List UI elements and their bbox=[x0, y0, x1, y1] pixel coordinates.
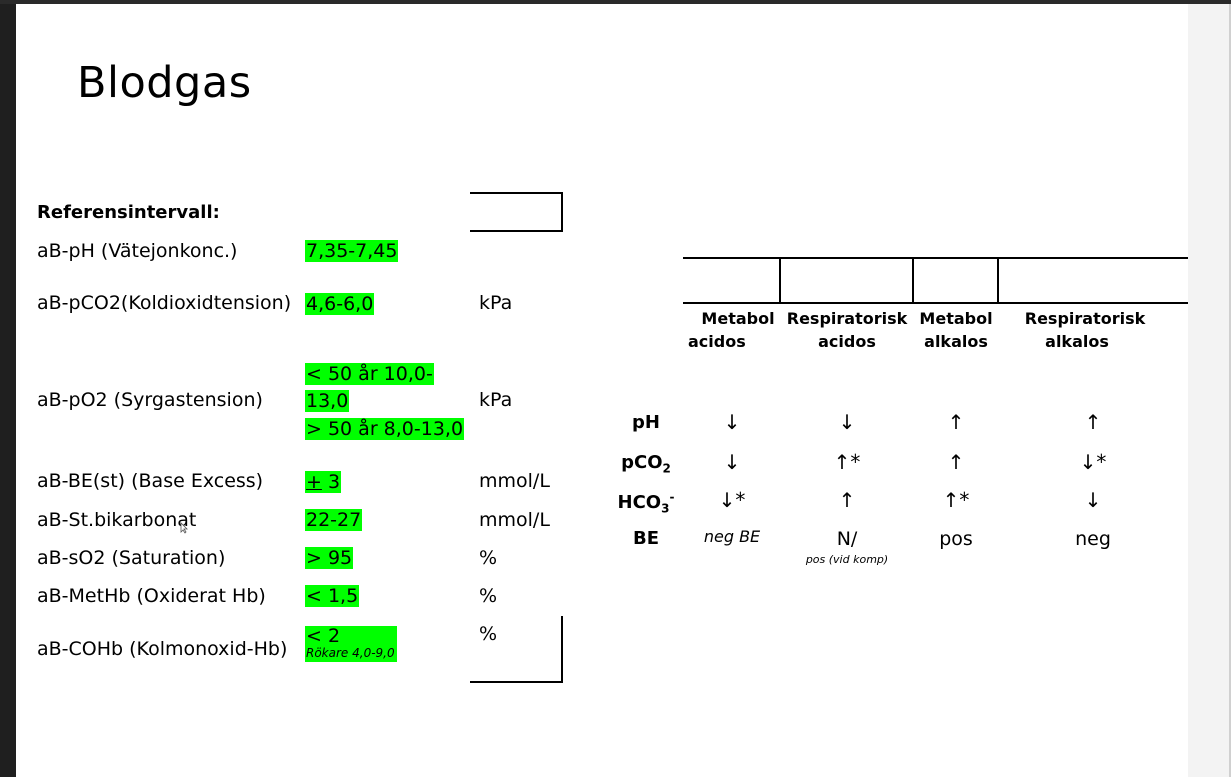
ref-label-so2: aB-sO2 (Saturation) bbox=[37, 547, 226, 569]
table-divider-1 bbox=[779, 257, 781, 304]
ref-label-ph: aB-pH (Vätejonkonc.) bbox=[37, 240, 238, 262]
ref-unit-po2: kPa bbox=[479, 389, 513, 411]
ref-label-bicarbonate: aB-St.bikarbonat bbox=[37, 509, 197, 531]
cell-pco2-respiratory-acidosis: ↑* bbox=[833, 450, 861, 474]
ref-unit-so2: % bbox=[479, 547, 498, 569]
ref-value-po2-line1: < 50 år 10,0- bbox=[305, 363, 434, 385]
cell-hco3-metabolic-acidosis: ↓* bbox=[718, 488, 746, 512]
column-header-metabolic-acidosis: Metabol acidos bbox=[688, 309, 775, 351]
table-divider-2 bbox=[912, 257, 914, 304]
ref-unit-pco2: kPa bbox=[479, 292, 513, 314]
pane-divider[interactable] bbox=[1229, 4, 1231, 777]
box-bottom-line-lower bbox=[470, 681, 563, 683]
column-header-respiratory-alkalosis: Respiratorisk alkalos bbox=[1024, 309, 1146, 351]
cell-be-metabolic-acidosis: neg BE bbox=[703, 527, 761, 546]
cell-pco2-respiratory-alkalosis: ↓* bbox=[1079, 450, 1107, 474]
table-bottom-line bbox=[683, 302, 1188, 304]
cell-ph-metabolic-alkalosis: ↑ bbox=[947, 410, 965, 434]
ref-unit-cohb: % bbox=[479, 623, 498, 645]
cell-hco3-respiratory-alkalosis: ↓ bbox=[1084, 488, 1102, 512]
box-bottom-line bbox=[470, 230, 563, 232]
mouse-cursor-icon bbox=[180, 522, 188, 534]
cell-pco2-metabolic-acidosis: ↓ bbox=[723, 450, 741, 474]
ref-value-cohb: < 2 bbox=[306, 625, 341, 647]
row-label-pco2: pCO2 bbox=[621, 452, 671, 476]
table-top-line bbox=[683, 257, 1188, 259]
ref-value-po2-line3: > 50 år 8,0-13,0 bbox=[305, 418, 465, 440]
column-header-respiratory-acidosis: Respiratorisk acidos bbox=[786, 309, 908, 351]
ref-value-cohb-box: < 2 Rökare 4,0-9,0 bbox=[305, 626, 397, 662]
cell-be-respiratory-acidosis-note: pos (vid komp) bbox=[805, 553, 889, 566]
ref-value-be-number: 3 bbox=[321, 471, 341, 493]
ref-value-be: + 3 bbox=[305, 471, 342, 493]
ref-label-be: aB-BE(st) (Base Excess) bbox=[37, 470, 264, 492]
ref-value-methb: < 1,5 bbox=[305, 585, 360, 607]
ref-value-pco2: 4,6-6,0 bbox=[305, 293, 375, 315]
box-right-line bbox=[561, 192, 563, 232]
row-label-hco3: HCO3- bbox=[617, 490, 675, 516]
ref-value-bicarbonate: 22-27 bbox=[305, 509, 363, 531]
ref-value-ph: 7,35-7,45 bbox=[305, 240, 399, 262]
row-label-ph: pH bbox=[632, 412, 660, 433]
ref-unit-methb: % bbox=[479, 585, 498, 607]
ref-label-po2: aB-pO2 (Syrgastension) bbox=[37, 389, 263, 411]
ref-value-po2-line2: 13,0 bbox=[305, 390, 350, 412]
cell-ph-respiratory-alkalosis: ↑ bbox=[1084, 410, 1102, 434]
cell-pco2-metabolic-alkalosis: ↑ bbox=[947, 450, 965, 474]
table-divider-3 bbox=[997, 257, 999, 304]
cell-hco3-metabolic-alkalosis: ↑* bbox=[942, 488, 970, 512]
slide-title: Blodgas bbox=[77, 58, 252, 108]
ref-label-cohb: aB-COHb (Kolmonoxid-Hb) bbox=[37, 638, 288, 660]
box-top-line bbox=[470, 192, 563, 194]
cell-be-metabolic-alkalosis: pos bbox=[939, 528, 973, 550]
cell-be-respiratory-alkalosis: neg bbox=[1075, 528, 1111, 550]
window-top-bar bbox=[0, 0, 1231, 4]
box-right-line-lower bbox=[561, 616, 563, 683]
ref-unit-bicarbonate: mmol/L bbox=[479, 509, 550, 531]
cell-ph-metabolic-acidosis: ↓ bbox=[723, 410, 741, 434]
cell-ph-respiratory-acidosis: ↓ bbox=[838, 410, 856, 434]
side-pane bbox=[1188, 4, 1231, 777]
row-label-be: BE bbox=[632, 528, 659, 549]
ref-label-methb: aB-MetHb (Oxiderat Hb) bbox=[37, 585, 266, 607]
ref-unit-be: mmol/L bbox=[479, 470, 550, 492]
plus-minus-sign: + bbox=[306, 471, 322, 493]
presentation-slide bbox=[16, 4, 1188, 777]
ref-label-pco2: aB-pCO2(Koldioxidtension) bbox=[37, 292, 292, 314]
column-header-metabolic-alkalosis: Metabol alkalos bbox=[919, 309, 993, 351]
cell-hco3-respiratory-acidosis: ↑ bbox=[838, 488, 856, 512]
ref-value-so2: > 95 bbox=[305, 547, 354, 569]
reference-heading: Referensintervall: bbox=[37, 202, 220, 223]
cell-be-respiratory-acidosis: N/ bbox=[836, 528, 858, 550]
ref-note-cohb: Rökare 4,0-9,0 bbox=[306, 646, 395, 660]
